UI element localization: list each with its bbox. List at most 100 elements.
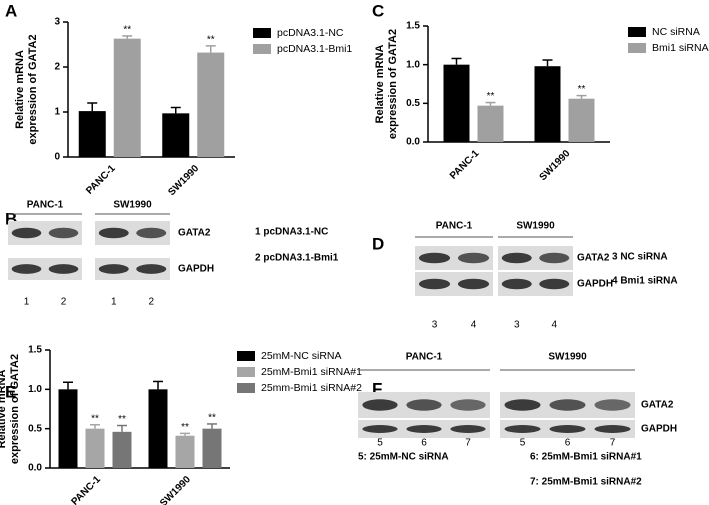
blot-band bbox=[549, 425, 586, 433]
group-label: PANC-1 bbox=[436, 221, 473, 232]
bar bbox=[477, 105, 504, 142]
blot-band bbox=[48, 264, 79, 274]
blot-band bbox=[11, 227, 42, 239]
y-tick-label: 1.5 bbox=[406, 21, 420, 32]
blot-band bbox=[136, 227, 167, 239]
lane-number: 7 bbox=[465, 438, 471, 449]
y-tick-label: 0.5 bbox=[28, 423, 42, 434]
lane-number: 3 bbox=[514, 320, 520, 331]
blot-band bbox=[450, 425, 486, 433]
blot-legend: 4 Bmi1 siRNA bbox=[612, 276, 678, 287]
significance-marker: ** bbox=[207, 34, 215, 45]
y-tick-label: 1.0 bbox=[28, 384, 42, 395]
blot-legend: 5: 25mM-NC siRNA bbox=[358, 452, 449, 463]
bar bbox=[534, 66, 561, 142]
blot-band bbox=[594, 399, 631, 411]
blot-band bbox=[48, 227, 79, 239]
group-label: SW1990 bbox=[516, 221, 555, 232]
legend-swatch bbox=[628, 27, 646, 37]
group-label: PANC-1 bbox=[406, 352, 443, 363]
blot-band bbox=[539, 252, 570, 264]
legend-label: NC siRNA bbox=[652, 26, 700, 38]
lane-number: 3 bbox=[432, 320, 438, 331]
legend-swatch bbox=[253, 44, 271, 54]
bar bbox=[162, 113, 190, 157]
lane-number: 2 bbox=[148, 297, 154, 308]
lane-number: 5 bbox=[377, 438, 383, 449]
legend-label: 25mm-Bmi1 siRNA#2 bbox=[261, 382, 362, 394]
lane-number: 1 bbox=[111, 297, 117, 308]
significance-marker: ** bbox=[91, 413, 99, 424]
bar bbox=[197, 52, 225, 157]
group-label: PANC-1 bbox=[27, 200, 64, 211]
bar bbox=[202, 428, 222, 468]
x-tick-label: SW1990 bbox=[166, 163, 201, 198]
y-tick-label: 0.5 bbox=[406, 98, 420, 109]
blot-band bbox=[450, 399, 486, 411]
blot-band bbox=[406, 425, 442, 433]
y-tick-label: 1 bbox=[54, 107, 60, 118]
blot-legend: 7: 25mM-Bmi1 siRNA#2 bbox=[530, 477, 642, 488]
x-tick-label: SW1990 bbox=[158, 474, 193, 505]
y-axis-label: Relative mRNA bbox=[0, 370, 8, 449]
bar bbox=[568, 98, 595, 142]
significance-marker: ** bbox=[208, 413, 216, 424]
blot-band bbox=[98, 227, 129, 239]
blot-band bbox=[457, 252, 490, 264]
blot-legend: 1 pcDNA3.1-NC bbox=[255, 227, 328, 238]
lane-number: 5 bbox=[520, 438, 526, 449]
y-tick-label: 1.0 bbox=[406, 59, 420, 70]
legend-swatch bbox=[253, 28, 271, 38]
blot-band bbox=[418, 252, 451, 264]
significance-marker: ** bbox=[123, 25, 131, 36]
y-axis-label: expression of GATA2 bbox=[387, 29, 399, 139]
legend-label: pcDNA3.1-NC bbox=[277, 27, 344, 39]
blot-band bbox=[504, 425, 541, 433]
blot-band bbox=[539, 278, 570, 290]
legend-swatch bbox=[237, 383, 255, 393]
x-tick-label: PANC-1 bbox=[84, 163, 118, 197]
x-tick-label: PANC-1 bbox=[448, 148, 482, 182]
group-label: SW1990 bbox=[113, 200, 152, 211]
bar bbox=[443, 64, 470, 142]
blot-band bbox=[362, 425, 398, 433]
row-label: GATA2 bbox=[641, 400, 674, 411]
bar bbox=[175, 435, 195, 468]
bar bbox=[113, 38, 141, 157]
panel-label: D bbox=[372, 234, 384, 253]
legend-label: Bmi1 siRNA bbox=[652, 42, 709, 54]
panel-label: F bbox=[372, 379, 382, 398]
bar bbox=[148, 389, 168, 468]
blot-band bbox=[501, 278, 532, 290]
bar bbox=[78, 111, 106, 157]
row-label: GAPDH bbox=[577, 279, 613, 290]
blot-band bbox=[501, 252, 532, 264]
blot-band bbox=[418, 278, 451, 290]
y-tick-label: 1.5 bbox=[28, 345, 42, 356]
blot-band bbox=[362, 399, 398, 411]
y-tick-label: 0 bbox=[54, 152, 60, 163]
row-label: GAPDH bbox=[178, 264, 214, 275]
bar bbox=[85, 428, 105, 468]
significance-marker: ** bbox=[578, 84, 586, 95]
panel-label: A bbox=[5, 1, 17, 20]
y-tick-label: 0.0 bbox=[28, 463, 42, 474]
lane-number: 4 bbox=[471, 320, 477, 331]
lane-number: 7 bbox=[610, 438, 616, 449]
group-label: SW1990 bbox=[548, 352, 587, 363]
bar bbox=[58, 389, 78, 468]
panel-label: E bbox=[5, 382, 16, 401]
y-axis-label: expression of GATA2 bbox=[9, 354, 21, 464]
legend-swatch bbox=[237, 351, 255, 361]
y-tick-label: 2 bbox=[54, 62, 60, 73]
x-tick-label: SW1990 bbox=[538, 148, 573, 183]
row-label: GAPDH bbox=[641, 424, 677, 435]
significance-marker: ** bbox=[181, 422, 189, 433]
row-label: GATA2 bbox=[178, 228, 211, 239]
lane-number: 1 bbox=[24, 297, 30, 308]
lane-number: 4 bbox=[551, 320, 557, 331]
y-tick-label: 0.0 bbox=[406, 137, 420, 148]
blot-band bbox=[549, 399, 586, 411]
